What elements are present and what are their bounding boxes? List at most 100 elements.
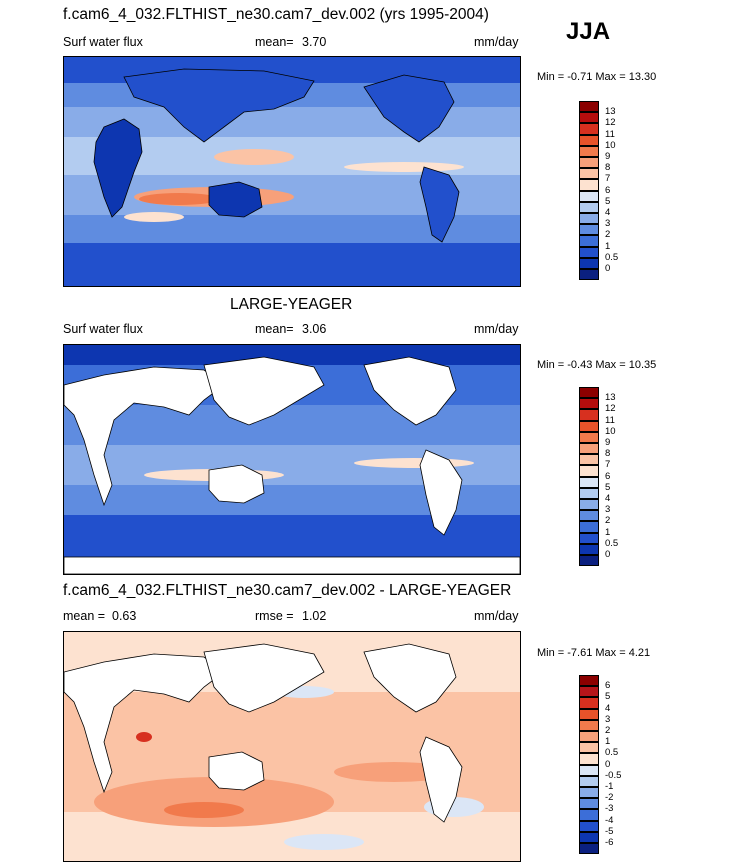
panel-1-variable-label: Surf water flux bbox=[63, 35, 143, 49]
colorbar-swatch bbox=[579, 532, 599, 544]
panel-1-title: f.cam6_4_032.FLTHIST_ne30.cam7_dev.002 (… bbox=[63, 6, 489, 23]
colorbar-tick-label: -4 bbox=[605, 814, 614, 826]
colorbar-tick-label: -3 bbox=[605, 803, 614, 815]
colorbar-swatch bbox=[579, 420, 599, 432]
season-label: JJA bbox=[566, 18, 611, 45]
colorbar-tick-label: 3 bbox=[605, 504, 611, 516]
panel-1-mean-value: 3.70 bbox=[302, 35, 327, 49]
colorbar-swatch bbox=[579, 257, 599, 269]
colorbar-swatch bbox=[579, 465, 599, 477]
panel-2-units: mm/day bbox=[474, 322, 519, 336]
colorbar-swatch bbox=[579, 775, 599, 787]
colorbar-swatch bbox=[579, 123, 599, 135]
colorbar-swatch bbox=[579, 731, 599, 743]
colorbar-swatch bbox=[579, 787, 599, 799]
colorbar-tick-label: 1 bbox=[605, 736, 611, 748]
panel-1-minmax: Min = -0.71 Max = 13.30 bbox=[537, 71, 657, 83]
colorbar-tick-label: 9 bbox=[605, 437, 611, 448]
colorbar-tick-label: 8 bbox=[605, 448, 611, 460]
colorbar-swatch bbox=[579, 708, 599, 720]
colorbar-tick-label: 6 bbox=[605, 184, 611, 196]
colorbar-swatch bbox=[579, 387, 599, 399]
colorbar-tick-label: 2 bbox=[605, 515, 611, 527]
panel-3-title: f.cam6_4_032.FLTHIST_ne30.cam7_dev.002 -… bbox=[63, 582, 512, 599]
colorbar-swatch bbox=[579, 157, 599, 169]
colorbar-swatch bbox=[579, 476, 599, 488]
colorbar-swatch bbox=[579, 235, 599, 247]
colorbar-tick-label: 0.5 bbox=[605, 747, 619, 759]
colorbar-tick-label: 10 bbox=[605, 139, 616, 151]
colorbar-swatch bbox=[579, 201, 599, 213]
colorbar-swatch bbox=[579, 686, 599, 698]
colorbar-swatch bbox=[579, 134, 599, 146]
colorbar-swatch bbox=[579, 510, 599, 522]
colorbar-tick-label: 0 bbox=[605, 263, 611, 274]
colorbar-tick-label: 9 bbox=[605, 151, 611, 162]
panel-2-title: LARGE-YEAGER bbox=[230, 296, 353, 313]
colorbar-tick-label: 0 bbox=[605, 549, 611, 560]
colorbar-swatch bbox=[579, 112, 599, 124]
colorbar-swatch bbox=[579, 179, 599, 191]
colorbar-swatch bbox=[579, 820, 599, 832]
colorbar-swatch bbox=[579, 213, 599, 225]
panel-2-minmax: Min = -0.43 Max = 10.35 bbox=[537, 359, 657, 371]
colorbar-tick-label: 4 bbox=[605, 493, 611, 504]
panel-1-units: mm/day bbox=[474, 35, 519, 49]
colorbar-tick-label: 13 bbox=[605, 106, 616, 118]
colorbar-swatch bbox=[579, 454, 599, 466]
panel-3-mean-value: 0.63 bbox=[112, 609, 137, 623]
colorbar-swatch bbox=[579, 487, 599, 499]
colorbar-swatch bbox=[579, 675, 599, 687]
panel-3-rmse-label: rmse = bbox=[255, 609, 294, 623]
colorbar-swatch bbox=[579, 145, 599, 157]
colorbar-tick-label: -2 bbox=[605, 792, 614, 804]
colorbar-tick-label: 0.5 bbox=[605, 251, 619, 263]
colorbar-swatch bbox=[579, 742, 599, 754]
panel-3-units: mm/day bbox=[474, 609, 519, 623]
colorbar-tick-label: -5 bbox=[605, 825, 614, 837]
colorbar-swatch bbox=[579, 269, 599, 281]
colorbar-tick-label: -1 bbox=[605, 781, 614, 792]
colorbar-tick-label: 0.5 bbox=[605, 537, 619, 549]
colorbar-tick-label: 12 bbox=[605, 117, 616, 129]
colorbar-tick-label: 5 bbox=[605, 481, 611, 493]
colorbar-swatch bbox=[579, 168, 599, 180]
colorbar-tick-label: 13 bbox=[605, 392, 616, 404]
colorbar-tick-label: 5 bbox=[605, 691, 611, 703]
colorbar-swatch bbox=[579, 697, 599, 709]
colorbar-swatch bbox=[579, 224, 599, 236]
colorbar-swatch bbox=[579, 809, 599, 821]
colorbar-swatch bbox=[579, 798, 599, 810]
colorbar-swatch bbox=[579, 431, 599, 443]
colorbar-tick-label: 0 bbox=[605, 758, 611, 770]
colorbar-swatch bbox=[579, 764, 599, 776]
panel-1-mean-label: mean= bbox=[255, 35, 294, 49]
colorbar-tick-label: 4 bbox=[605, 702, 611, 714]
colorbar-swatch bbox=[579, 409, 599, 421]
colorbar-tick-label: 12 bbox=[605, 403, 616, 415]
colorbar-swatch bbox=[579, 246, 599, 258]
colorbar-tick-label: 11 bbox=[605, 128, 615, 140]
colorbar-tick-label: -6 bbox=[605, 837, 614, 848]
colorbar-swatch bbox=[579, 443, 599, 455]
panel-3-mean-label: mean = bbox=[63, 609, 106, 623]
colorbar-tick-label: 2 bbox=[605, 229, 611, 241]
panel-1-map bbox=[63, 56, 521, 287]
colorbar-swatch bbox=[579, 753, 599, 765]
panel-2-mean-value: 3.06 bbox=[302, 322, 327, 336]
colorbar-tick-label: 11 bbox=[605, 414, 615, 426]
colorbar-swatch bbox=[579, 719, 599, 731]
panel-3-minmax: Min = -7.61 Max = 4.21 bbox=[537, 647, 651, 659]
colorbar-tick-label: 10 bbox=[605, 425, 616, 437]
colorbar-swatch bbox=[579, 101, 599, 113]
colorbar-tick-label: 5 bbox=[605, 195, 611, 207]
panel-2-mean-label: mean= bbox=[255, 322, 294, 336]
panel-2-map bbox=[63, 344, 521, 575]
colorbar-tick-label: 1 bbox=[605, 526, 611, 538]
panel-3-rmse-value: 1.02 bbox=[302, 609, 327, 623]
colorbar-tick-label: 6 bbox=[605, 680, 611, 692]
panel-2-variable-label: Surf water flux bbox=[63, 322, 143, 336]
colorbar-swatch bbox=[579, 843, 599, 855]
colorbar-tick-label: 7 bbox=[605, 459, 611, 471]
colorbar-tick-label: 7 bbox=[605, 173, 611, 185]
